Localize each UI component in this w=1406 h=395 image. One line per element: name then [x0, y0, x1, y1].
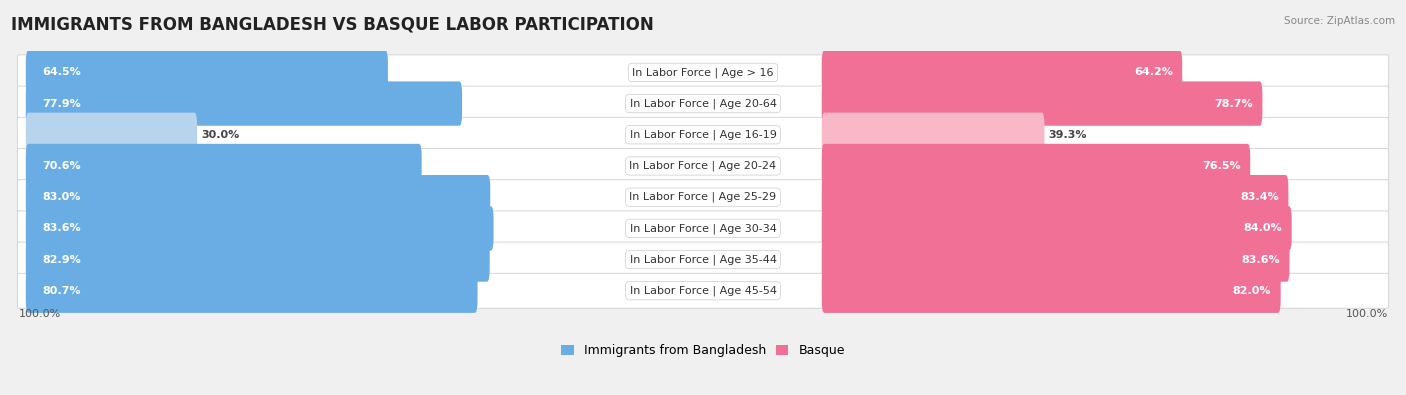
Text: 82.0%: 82.0% [1233, 286, 1271, 296]
FancyBboxPatch shape [821, 175, 1288, 219]
Text: 70.6%: 70.6% [42, 161, 80, 171]
FancyBboxPatch shape [17, 117, 1389, 152]
Text: In Labor Force | Age 20-24: In Labor Force | Age 20-24 [630, 161, 776, 171]
Text: In Labor Force | Age 45-54: In Labor Force | Age 45-54 [630, 286, 776, 296]
Text: 77.9%: 77.9% [42, 99, 80, 109]
FancyBboxPatch shape [17, 211, 1389, 246]
Text: 39.3%: 39.3% [1049, 130, 1087, 140]
FancyBboxPatch shape [821, 237, 1289, 282]
FancyBboxPatch shape [25, 144, 422, 188]
FancyBboxPatch shape [821, 81, 1263, 126]
Text: In Labor Force | Age 20-64: In Labor Force | Age 20-64 [630, 98, 776, 109]
Text: 64.2%: 64.2% [1133, 68, 1173, 77]
FancyBboxPatch shape [821, 113, 1045, 157]
Text: 64.5%: 64.5% [42, 68, 80, 77]
FancyBboxPatch shape [25, 206, 494, 250]
Text: 100.0%: 100.0% [1346, 309, 1388, 319]
FancyBboxPatch shape [25, 237, 489, 282]
Text: 83.4%: 83.4% [1240, 192, 1279, 202]
Text: 83.6%: 83.6% [1241, 254, 1279, 265]
FancyBboxPatch shape [25, 81, 463, 126]
Text: In Labor Force | Age > 16: In Labor Force | Age > 16 [633, 67, 773, 78]
Text: 30.0%: 30.0% [201, 130, 239, 140]
Text: In Labor Force | Age 16-19: In Labor Force | Age 16-19 [630, 130, 776, 140]
Text: 83.0%: 83.0% [42, 192, 80, 202]
Text: In Labor Force | Age 25-29: In Labor Force | Age 25-29 [630, 192, 776, 202]
Text: 82.9%: 82.9% [42, 254, 80, 265]
Text: 83.6%: 83.6% [42, 223, 80, 233]
Text: 76.5%: 76.5% [1202, 161, 1240, 171]
FancyBboxPatch shape [25, 50, 388, 94]
FancyBboxPatch shape [17, 273, 1389, 308]
FancyBboxPatch shape [25, 175, 491, 219]
FancyBboxPatch shape [17, 180, 1389, 214]
FancyBboxPatch shape [17, 242, 1389, 277]
Text: Source: ZipAtlas.com: Source: ZipAtlas.com [1284, 16, 1395, 26]
Legend: Immigrants from Bangladesh, Basque: Immigrants from Bangladesh, Basque [561, 344, 845, 357]
FancyBboxPatch shape [17, 86, 1389, 121]
FancyBboxPatch shape [17, 55, 1389, 90]
FancyBboxPatch shape [25, 269, 478, 313]
Text: In Labor Force | Age 35-44: In Labor Force | Age 35-44 [630, 254, 776, 265]
Text: 78.7%: 78.7% [1215, 99, 1253, 109]
FancyBboxPatch shape [17, 149, 1389, 183]
Text: 84.0%: 84.0% [1244, 223, 1282, 233]
Text: In Labor Force | Age 30-34: In Labor Force | Age 30-34 [630, 223, 776, 233]
FancyBboxPatch shape [821, 144, 1250, 188]
Text: 80.7%: 80.7% [42, 286, 80, 296]
FancyBboxPatch shape [821, 206, 1292, 250]
Text: IMMIGRANTS FROM BANGLADESH VS BASQUE LABOR PARTICIPATION: IMMIGRANTS FROM BANGLADESH VS BASQUE LAB… [11, 16, 654, 34]
FancyBboxPatch shape [821, 50, 1182, 94]
FancyBboxPatch shape [821, 269, 1281, 313]
FancyBboxPatch shape [25, 113, 197, 157]
Text: 100.0%: 100.0% [18, 309, 60, 319]
